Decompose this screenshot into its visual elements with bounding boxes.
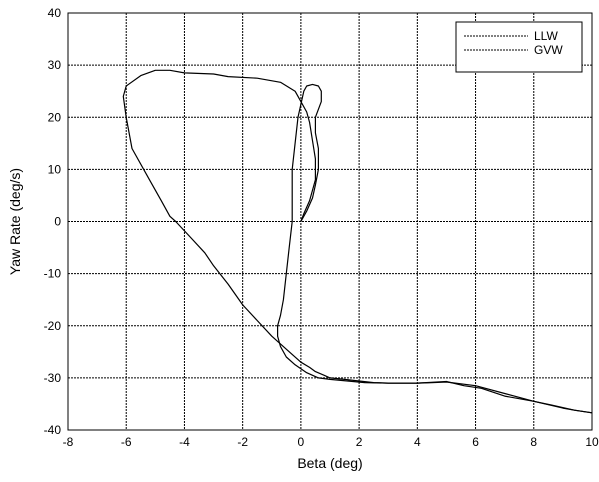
- plot-frame: [67, 12, 593, 431]
- y-tick-label: -20: [44, 319, 62, 333]
- y-tick-label: -10: [44, 267, 62, 281]
- grid: [68, 13, 592, 430]
- x-tick-label: -8: [63, 435, 74, 449]
- x-tick-label: -4: [179, 435, 190, 449]
- series-group: [122, 69, 593, 414]
- y-tick-label: -30: [44, 371, 62, 385]
- y-tick-label: 30: [48, 58, 62, 72]
- x-tick-label: 8: [530, 435, 537, 449]
- legend-box: [455, 21, 583, 73]
- y-tick-label: 0: [54, 215, 61, 229]
- y-tick-label: 20: [48, 110, 62, 124]
- legend: LLW GVW: [455, 21, 583, 73]
- y-axis-label: Yaw Rate (deg/s): [7, 168, 23, 275]
- x-tick-label: 10: [585, 435, 599, 449]
- y-tick-label: 10: [48, 162, 62, 176]
- x-tick-label: -6: [121, 435, 132, 449]
- legend-label-llw: LLW: [534, 29, 558, 43]
- x-tick-label: -2: [237, 435, 248, 449]
- x-axis-label: Beta (deg): [297, 455, 362, 471]
- x-tick-label: 0: [298, 435, 305, 449]
- legend-label-gvw: GVW: [534, 43, 563, 57]
- y-tick-label: -40: [44, 423, 62, 437]
- series-line-llw: [277, 83, 593, 414]
- x-tick-label: 6: [472, 435, 479, 449]
- x-tick-label: 4: [414, 435, 421, 449]
- y-tick-label: 40: [48, 6, 62, 20]
- series-line-gvw: [122, 69, 593, 414]
- x-tick-label: 2: [356, 435, 363, 449]
